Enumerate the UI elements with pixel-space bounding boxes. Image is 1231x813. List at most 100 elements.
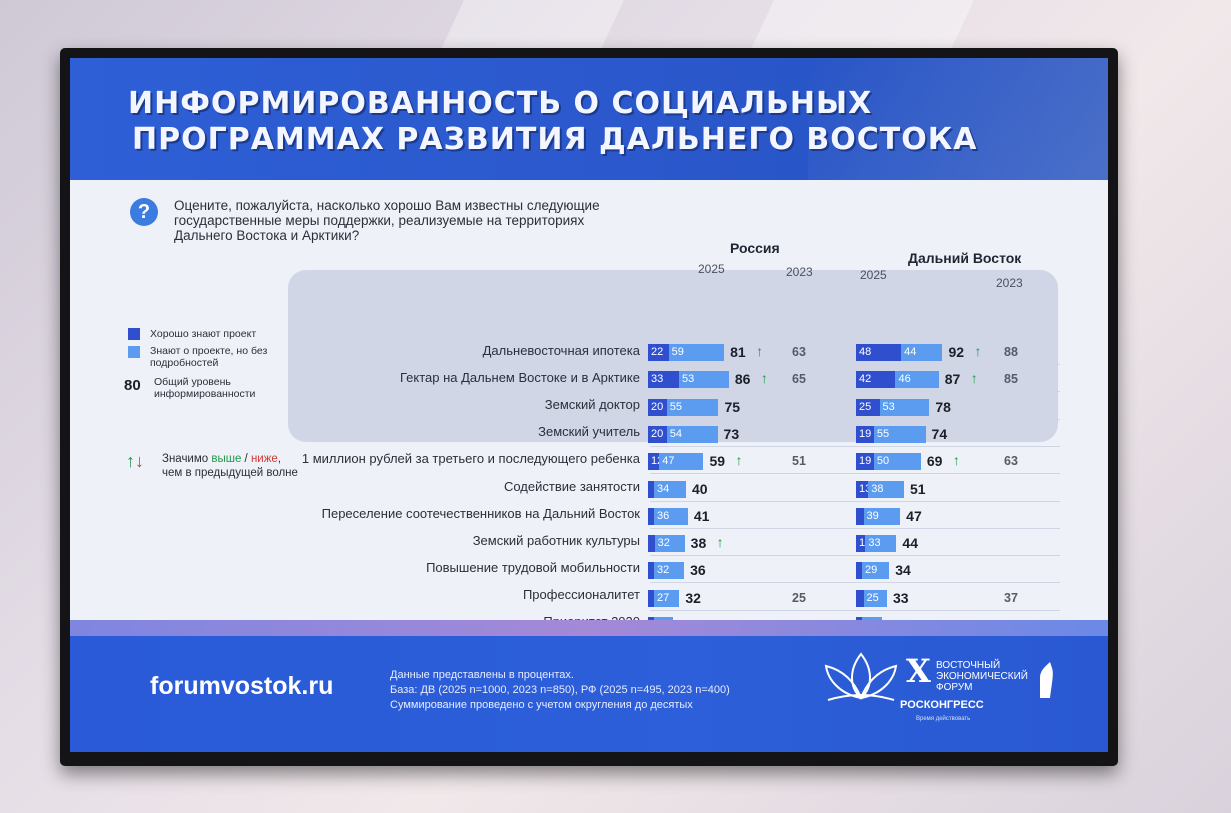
forum-name: ВОСТОЧНЫЙ ЭКОНОМИЧЕСКИЙ ФОРУМ [936, 660, 1028, 693]
bar-russia-well-known: 22 [648, 344, 669, 361]
bar-far-east-well-known [856, 589, 864, 607]
change-up-arrow-icon: ↑ [756, 343, 764, 359]
bar-far-east-aware: 39 [863, 507, 901, 525]
bar-russia-aware: 27 [654, 589, 680, 607]
legend-label-dark: Хорошо знают проект [150, 328, 257, 340]
total-far-east-2023: 85 [1004, 372, 1018, 387]
category-label: Содействие занятости [503, 478, 640, 494]
change-up-arrow-icon: ↑ [952, 452, 960, 469]
bar-far-east-well-known: 19 [856, 453, 874, 471]
bar-russia-aware: 36 [654, 507, 688, 525]
legend-swatch-dark [128, 328, 140, 340]
bar-russia-aware: 32 [654, 562, 685, 580]
bar-far-east-aware: 55 [873, 425, 926, 443]
question-icon: ? [130, 198, 158, 226]
category-label: Земский учитель [538, 424, 640, 440]
legend-total-label: Общий уровень информированности [154, 376, 256, 400]
forum-numeral: X [906, 652, 931, 690]
change-up-arrow-icon: ↑ [716, 534, 724, 551]
row-divider [650, 418, 1060, 420]
bar-far-east-well-known: 13 [856, 480, 869, 498]
total-far-east-2025: 47 [906, 507, 922, 524]
bar-russia-aware: 54 [666, 425, 718, 443]
total-russia-2025: 75 [724, 398, 741, 415]
row-divider [650, 609, 1060, 611]
year-far-east-2025: 2025 [860, 268, 887, 282]
bar-far-east-well-known [856, 507, 864, 525]
bar-far-east-well-known: 19 [856, 425, 874, 443]
footer-notes: Данные представлены в процентах. База: Д… [390, 668, 730, 713]
total-russia-2025: 32 [685, 589, 701, 606]
row-divider [650, 555, 1060, 557]
total-russia-2025: 40 [691, 480, 708, 497]
bar-far-east-aware: 25 [863, 589, 888, 607]
chart-area: ? Оцените, пожалуйста, насколько хорошо … [70, 180, 1108, 666]
row-divider [650, 445, 1060, 447]
tv-frame: ИНФОРМИРОВАННОСТЬ О СОЦИАЛЬНЫХ ПРОГРАММА… [60, 48, 1118, 766]
roscongress-logo: РОСКОНГРЕСС [900, 699, 984, 711]
group-title-russia: Россия [730, 240, 780, 256]
bar-far-east-well-known [856, 562, 862, 580]
total-russia-2025: 86 [734, 371, 751, 388]
row-divider [650, 527, 1060, 529]
total-russia-2023: 63 [792, 345, 806, 359]
total-far-east-2025: 87 [944, 371, 961, 388]
total-far-east-2023: 37 [1004, 590, 1018, 605]
total-far-east-2025: 34 [895, 562, 911, 579]
bar-far-east-well-known: 10 [856, 535, 866, 553]
category-label: Переселение соотечественников на Дальний… [321, 505, 640, 521]
year-far-east-2023: 2023 [996, 276, 1023, 290]
category-label: Повышение трудовой мобильности [426, 559, 640, 575]
total-russia-2023: 51 [792, 454, 806, 469]
footer-band [70, 620, 1108, 636]
bar-russia-aware: 59 [668, 344, 725, 361]
bar-russia-aware: 32 [654, 535, 685, 553]
row-divider [650, 582, 1060, 584]
bar-russia-aware: 53 [679, 371, 729, 389]
total-far-east-2025: 69 [926, 453, 943, 470]
total-far-east-2023: 88 [1004, 345, 1018, 359]
total-russia-2025: 81 [730, 344, 746, 360]
footer-note-3: Суммирование проведено с учетом округлен… [390, 699, 693, 711]
slide-header: ИНФОРМИРОВАННОСТЬ О СОЦИАЛЬНЫХ ПРОГРАММА… [70, 58, 1108, 180]
legend-label-light: Знают о проекте, но без подробностей [150, 345, 268, 369]
total-russia-2025: 41 [693, 507, 710, 524]
bar-russia-well-known: 12 [648, 453, 660, 471]
category-label: Профессионалитет [522, 587, 640, 603]
total-russia-2023: 25 [792, 590, 806, 605]
footer-note-2: База: ДВ (2025 n=1000, 2023 n=850), РФ (… [390, 684, 730, 696]
bar-russia-well-known [648, 507, 654, 525]
bar-far-east-aware: 46 [895, 371, 939, 389]
legend-total-sample: 80 [124, 377, 141, 394]
slide-title-line-1: ИНФОРМИРОВАННОСТЬ О СОЦИАЛЬНЫХ [128, 86, 873, 121]
total-russia-2025: 59 [709, 453, 726, 470]
total-far-east-2025: 92 [948, 344, 965, 360]
category-label: Земский доктор [544, 397, 640, 413]
year-russia-2023: 2023 [786, 265, 813, 279]
bar-russia-well-known: 33 [648, 371, 680, 389]
bar-far-east-aware: 33 [865, 535, 897, 553]
lotus-logo-icon [824, 652, 898, 701]
site-url[interactable]: forumvostok.ru [150, 672, 334, 700]
category-label: Дальневосточная ипотека [482, 343, 640, 358]
total-russia-2025: 73 [723, 425, 740, 442]
legend-arrows-icon: ↑↓ [126, 451, 144, 471]
bar-far-east-well-known: 25 [856, 398, 880, 416]
bar-russia-aware: 34 [654, 480, 686, 498]
roscongress-tagline: Время действовать [916, 716, 971, 722]
bar-far-east-aware: 44 [901, 344, 943, 361]
header-decoration [808, 58, 1108, 180]
legend-arrows-text: Значимо выше / ниже, чем в предыдущей во… [162, 453, 298, 479]
change-up-arrow-icon: ↑ [974, 343, 982, 359]
row-divider [650, 364, 1060, 365]
total-far-east-2025: 74 [931, 425, 948, 442]
row-divider [650, 500, 1060, 502]
total-russia-2025: 38 [690, 535, 707, 552]
category-label: Гектар на Дальнем Востоке и в Арктике [399, 370, 640, 386]
legend-swatch-light [128, 346, 140, 358]
category-label: Земский работник культуры [472, 532, 640, 548]
bar-far-east-aware: 53 [879, 398, 930, 416]
total-russia-2025: 36 [690, 562, 706, 579]
total-far-east-2025: 33 [893, 589, 909, 606]
question-text: Оцените, пожалуйста, насколько хорошо Ва… [174, 198, 600, 243]
